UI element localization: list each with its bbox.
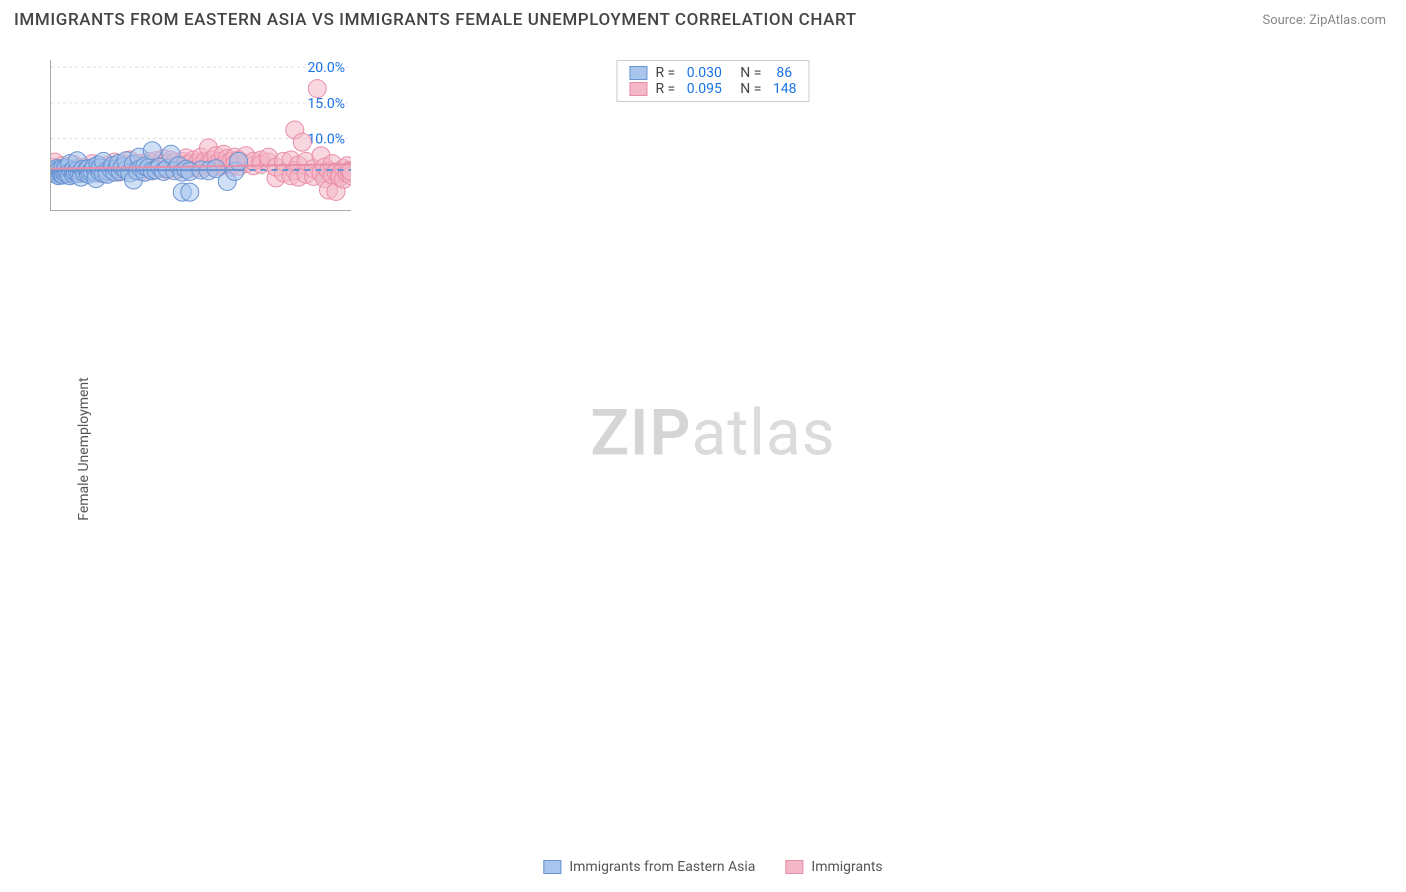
chart-header: IMMIGRANTS FROM EASTERN ASIA VS IMMIGRAN… xyxy=(0,0,1406,36)
legend-row-series-a: R = 0.030 N = 86 xyxy=(629,65,796,81)
legend-swatch-a xyxy=(629,66,647,80)
correlation-legend: R = 0.030 N = 86 R = 0.095 N = 148 xyxy=(616,60,809,102)
legend-swatch-b xyxy=(629,82,647,96)
svg-text:20.0%: 20.0% xyxy=(307,60,345,76)
chart-area: Female Unemployment R = 0.030 N = 86 R =… xyxy=(50,60,1376,837)
bottom-legend-swatch-a xyxy=(543,860,561,874)
legend-row-series-b: R = 0.095 N = 148 xyxy=(629,81,796,97)
bottom-legend: Immigrants from Eastern Asia Immigrants xyxy=(543,859,882,875)
scatter-plot: 5.0%10.0%15.0%20.0%0.0%80.0% xyxy=(50,60,351,211)
bottom-legend-item-b: Immigrants xyxy=(785,859,882,875)
chart-title: IMMIGRANTS FROM EASTERN ASIA VS IMMIGRAN… xyxy=(14,10,857,30)
watermark: ZIPatlas xyxy=(590,395,835,470)
y-axis-label: Female Unemployment xyxy=(76,377,92,521)
svg-text:15.0%: 15.0% xyxy=(307,96,345,112)
bottom-legend-item-a: Immigrants from Eastern Asia xyxy=(543,859,755,875)
bottom-legend-swatch-b xyxy=(785,860,803,874)
svg-text:10.0%: 10.0% xyxy=(307,132,345,148)
chart-source: Source: ZipAtlas.com xyxy=(1262,13,1386,28)
